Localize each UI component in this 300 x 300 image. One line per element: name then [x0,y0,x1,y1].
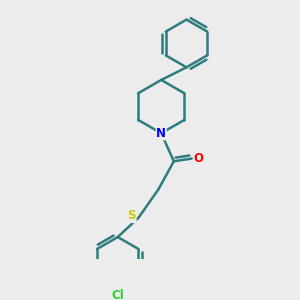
Text: O: O [193,152,203,165]
Text: N: N [156,127,166,140]
Text: Cl: Cl [111,290,124,300]
Text: S: S [128,209,136,223]
